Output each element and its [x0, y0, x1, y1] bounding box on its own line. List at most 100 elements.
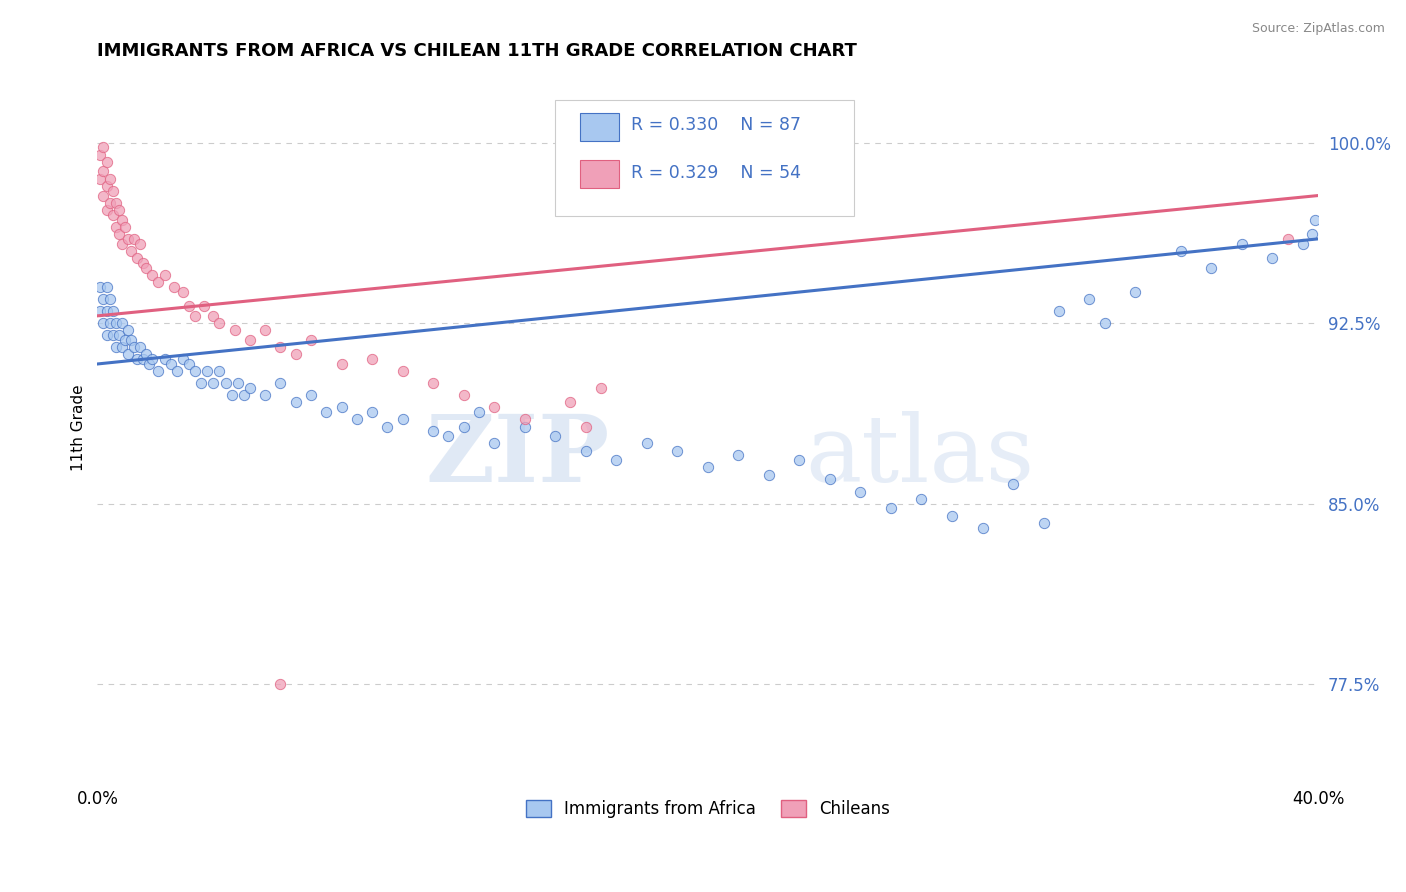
Point — [202, 309, 225, 323]
Point — [138, 357, 160, 371]
Text: IMMIGRANTS FROM AFRICA VS CHILEAN 11TH GRADE CORRELATION CHART: IMMIGRANTS FROM AFRICA VS CHILEAN 11TH G… — [97, 42, 858, 60]
Point — [758, 467, 780, 482]
Point — [120, 244, 142, 258]
Point — [910, 491, 932, 506]
Point — [361, 405, 384, 419]
Text: Source: ZipAtlas.com: Source: ZipAtlas.com — [1251, 22, 1385, 36]
Point — [107, 227, 129, 241]
Point — [93, 164, 115, 178]
Point — [193, 299, 215, 313]
Point — [589, 381, 612, 395]
Point — [315, 405, 337, 419]
Point — [111, 316, 134, 330]
Point — [224, 323, 246, 337]
Point — [269, 376, 291, 391]
Point — [1261, 251, 1284, 265]
Point — [391, 364, 413, 378]
Text: ZIP: ZIP — [426, 411, 610, 501]
Point — [98, 316, 121, 330]
Point — [104, 316, 127, 330]
Point — [96, 328, 118, 343]
Point — [789, 453, 811, 467]
Point — [98, 292, 121, 306]
Point — [129, 340, 152, 354]
Text: R = 0.329    N = 54: R = 0.329 N = 54 — [631, 163, 801, 181]
Point — [135, 260, 157, 275]
Point — [114, 333, 136, 347]
Point — [93, 140, 115, 154]
Point — [422, 376, 444, 391]
Point — [330, 357, 353, 371]
Point — [148, 364, 170, 378]
Point — [132, 256, 155, 270]
Point — [104, 195, 127, 210]
Point — [880, 501, 903, 516]
Point — [184, 309, 207, 323]
Point — [346, 412, 368, 426]
Point — [239, 381, 262, 395]
Point — [1002, 477, 1025, 491]
Point — [468, 405, 491, 419]
Point — [117, 232, 139, 246]
Point — [513, 412, 536, 426]
Point — [605, 453, 627, 467]
Point — [696, 460, 718, 475]
Point — [98, 171, 121, 186]
Point — [1201, 260, 1223, 275]
Point — [96, 202, 118, 217]
Point — [172, 352, 194, 367]
Point — [1277, 232, 1299, 246]
Point — [1292, 236, 1315, 251]
Point — [226, 376, 249, 391]
Point — [221, 388, 243, 402]
Point — [575, 443, 598, 458]
Point — [636, 436, 658, 450]
Point — [202, 376, 225, 391]
Point — [114, 219, 136, 234]
Point — [98, 195, 121, 210]
Point — [818, 473, 841, 487]
Point — [101, 184, 124, 198]
Point — [666, 443, 689, 458]
Point — [375, 419, 398, 434]
Point — [120, 333, 142, 347]
Point — [437, 429, 460, 443]
Point — [727, 449, 749, 463]
Point — [96, 280, 118, 294]
Point — [1032, 516, 1054, 530]
Point — [195, 364, 218, 378]
Point — [284, 395, 307, 409]
Point — [166, 364, 188, 378]
Point — [141, 268, 163, 282]
Point — [849, 484, 872, 499]
Point — [132, 352, 155, 367]
Point — [972, 521, 994, 535]
Point — [1230, 236, 1253, 251]
Point — [214, 376, 236, 391]
Point — [107, 328, 129, 343]
Point — [482, 401, 505, 415]
Point — [125, 352, 148, 367]
Point — [153, 352, 176, 367]
Point — [111, 212, 134, 227]
Point — [361, 352, 384, 367]
Point — [232, 388, 254, 402]
Point — [575, 419, 598, 434]
Point — [93, 292, 115, 306]
FancyBboxPatch shape — [555, 100, 855, 216]
Point — [1047, 304, 1070, 318]
Point — [96, 304, 118, 318]
Point — [391, 412, 413, 426]
Legend: Immigrants from Africa, Chileans: Immigrants from Africa, Chileans — [519, 793, 897, 825]
Point — [1123, 285, 1146, 299]
Point — [190, 376, 212, 391]
Point — [1094, 316, 1116, 330]
Point — [177, 357, 200, 371]
Point — [284, 347, 307, 361]
Point — [101, 304, 124, 318]
FancyBboxPatch shape — [579, 112, 619, 141]
Point — [177, 299, 200, 313]
Point — [101, 208, 124, 222]
FancyBboxPatch shape — [579, 160, 619, 188]
Point — [141, 352, 163, 367]
